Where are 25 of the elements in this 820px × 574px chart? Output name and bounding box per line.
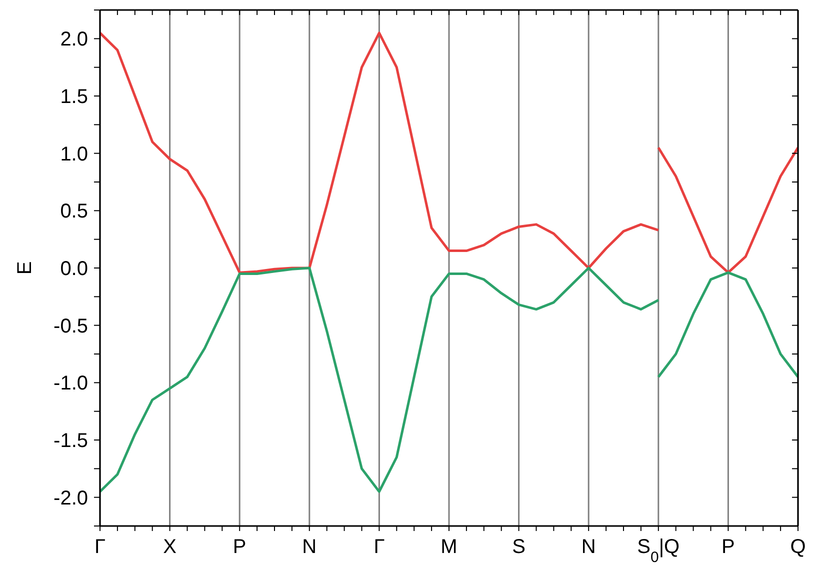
y-tick-label: -1.0 xyxy=(54,372,88,395)
y-tick-label: -0.5 xyxy=(54,315,88,338)
x-tick-label: N xyxy=(581,536,596,558)
line-series xyxy=(657,271,798,378)
y-tick-label: 1.0 xyxy=(60,143,88,166)
x-tick-label: X xyxy=(163,536,176,558)
x-tick-label: P xyxy=(232,536,246,558)
y-tick-label: -2.0 xyxy=(54,487,88,510)
x-tick-label: M xyxy=(440,536,458,558)
x-tick-label: S xyxy=(512,536,526,558)
line-series xyxy=(657,146,798,274)
x-tick-label: S$_{0}$|Q xyxy=(637,536,680,566)
y-tick-label: 0.5 xyxy=(60,200,88,223)
x-tick-label: P xyxy=(722,536,735,558)
x-tick-label: N xyxy=(302,536,317,558)
y-axis-title: E xyxy=(14,261,36,275)
y-tick-label: 2.0 xyxy=(60,28,88,51)
x-tick-label: Γ xyxy=(374,536,385,558)
y-tick-label: 0.0 xyxy=(60,258,88,280)
y-tick-label: -1.5 xyxy=(54,430,88,452)
x-tick-label: Q xyxy=(790,536,806,558)
line-series xyxy=(100,32,660,274)
line-series xyxy=(100,266,660,493)
y-tick-label: 1.5 xyxy=(60,86,88,108)
x-tick-label: Γ xyxy=(94,536,106,558)
